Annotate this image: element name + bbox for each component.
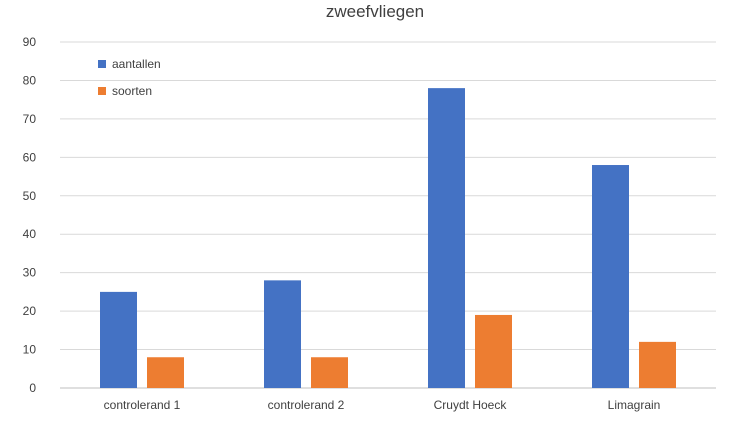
bar-soorten [639, 342, 676, 388]
legend: aantallen soorten [98, 57, 161, 98]
chart-title: zweefvliegen [326, 2, 424, 21]
x-tick-label: Limagrain [608, 398, 661, 412]
y-tick-label: 50 [23, 189, 37, 203]
y-tick-label: 10 [23, 343, 37, 357]
y-tick-label: 40 [23, 227, 37, 241]
y-tick-label: 30 [23, 266, 37, 280]
y-tick-label: 80 [23, 73, 37, 87]
bars [100, 88, 676, 388]
y-tick-label: 60 [23, 150, 37, 164]
legend-label: aantallen [112, 57, 161, 71]
bar-aantallen [100, 292, 137, 388]
bar-aantallen [264, 280, 301, 388]
y-tick-label: 0 [29, 381, 36, 395]
legend-swatch [98, 60, 106, 68]
bar-soorten [311, 357, 348, 388]
x-tick-label: controlerand 1 [104, 398, 181, 412]
y-tick-label: 90 [23, 35, 37, 49]
y-tick-label: 20 [23, 304, 37, 318]
bar-aantallen [592, 165, 629, 388]
legend-label: soorten [112, 84, 152, 98]
x-axis: controlerand 1 controlerand 2 Cruydt Hoeck… [104, 398, 661, 412]
bar-aantallen [428, 88, 465, 388]
bar-soorten [475, 315, 512, 388]
y-tick-label: 70 [23, 112, 37, 126]
chart: zweefvliegen 0 10 20 30 40 50 60 70 80 90 control… [0, 0, 750, 422]
y-axis: 0 10 20 30 40 50 60 70 80 90 [23, 35, 37, 395]
bar-soorten [147, 357, 184, 388]
x-tick-label: Cruydt Hoeck [434, 398, 508, 412]
legend-swatch [98, 87, 106, 95]
x-tick-label: controlerand 2 [268, 398, 345, 412]
